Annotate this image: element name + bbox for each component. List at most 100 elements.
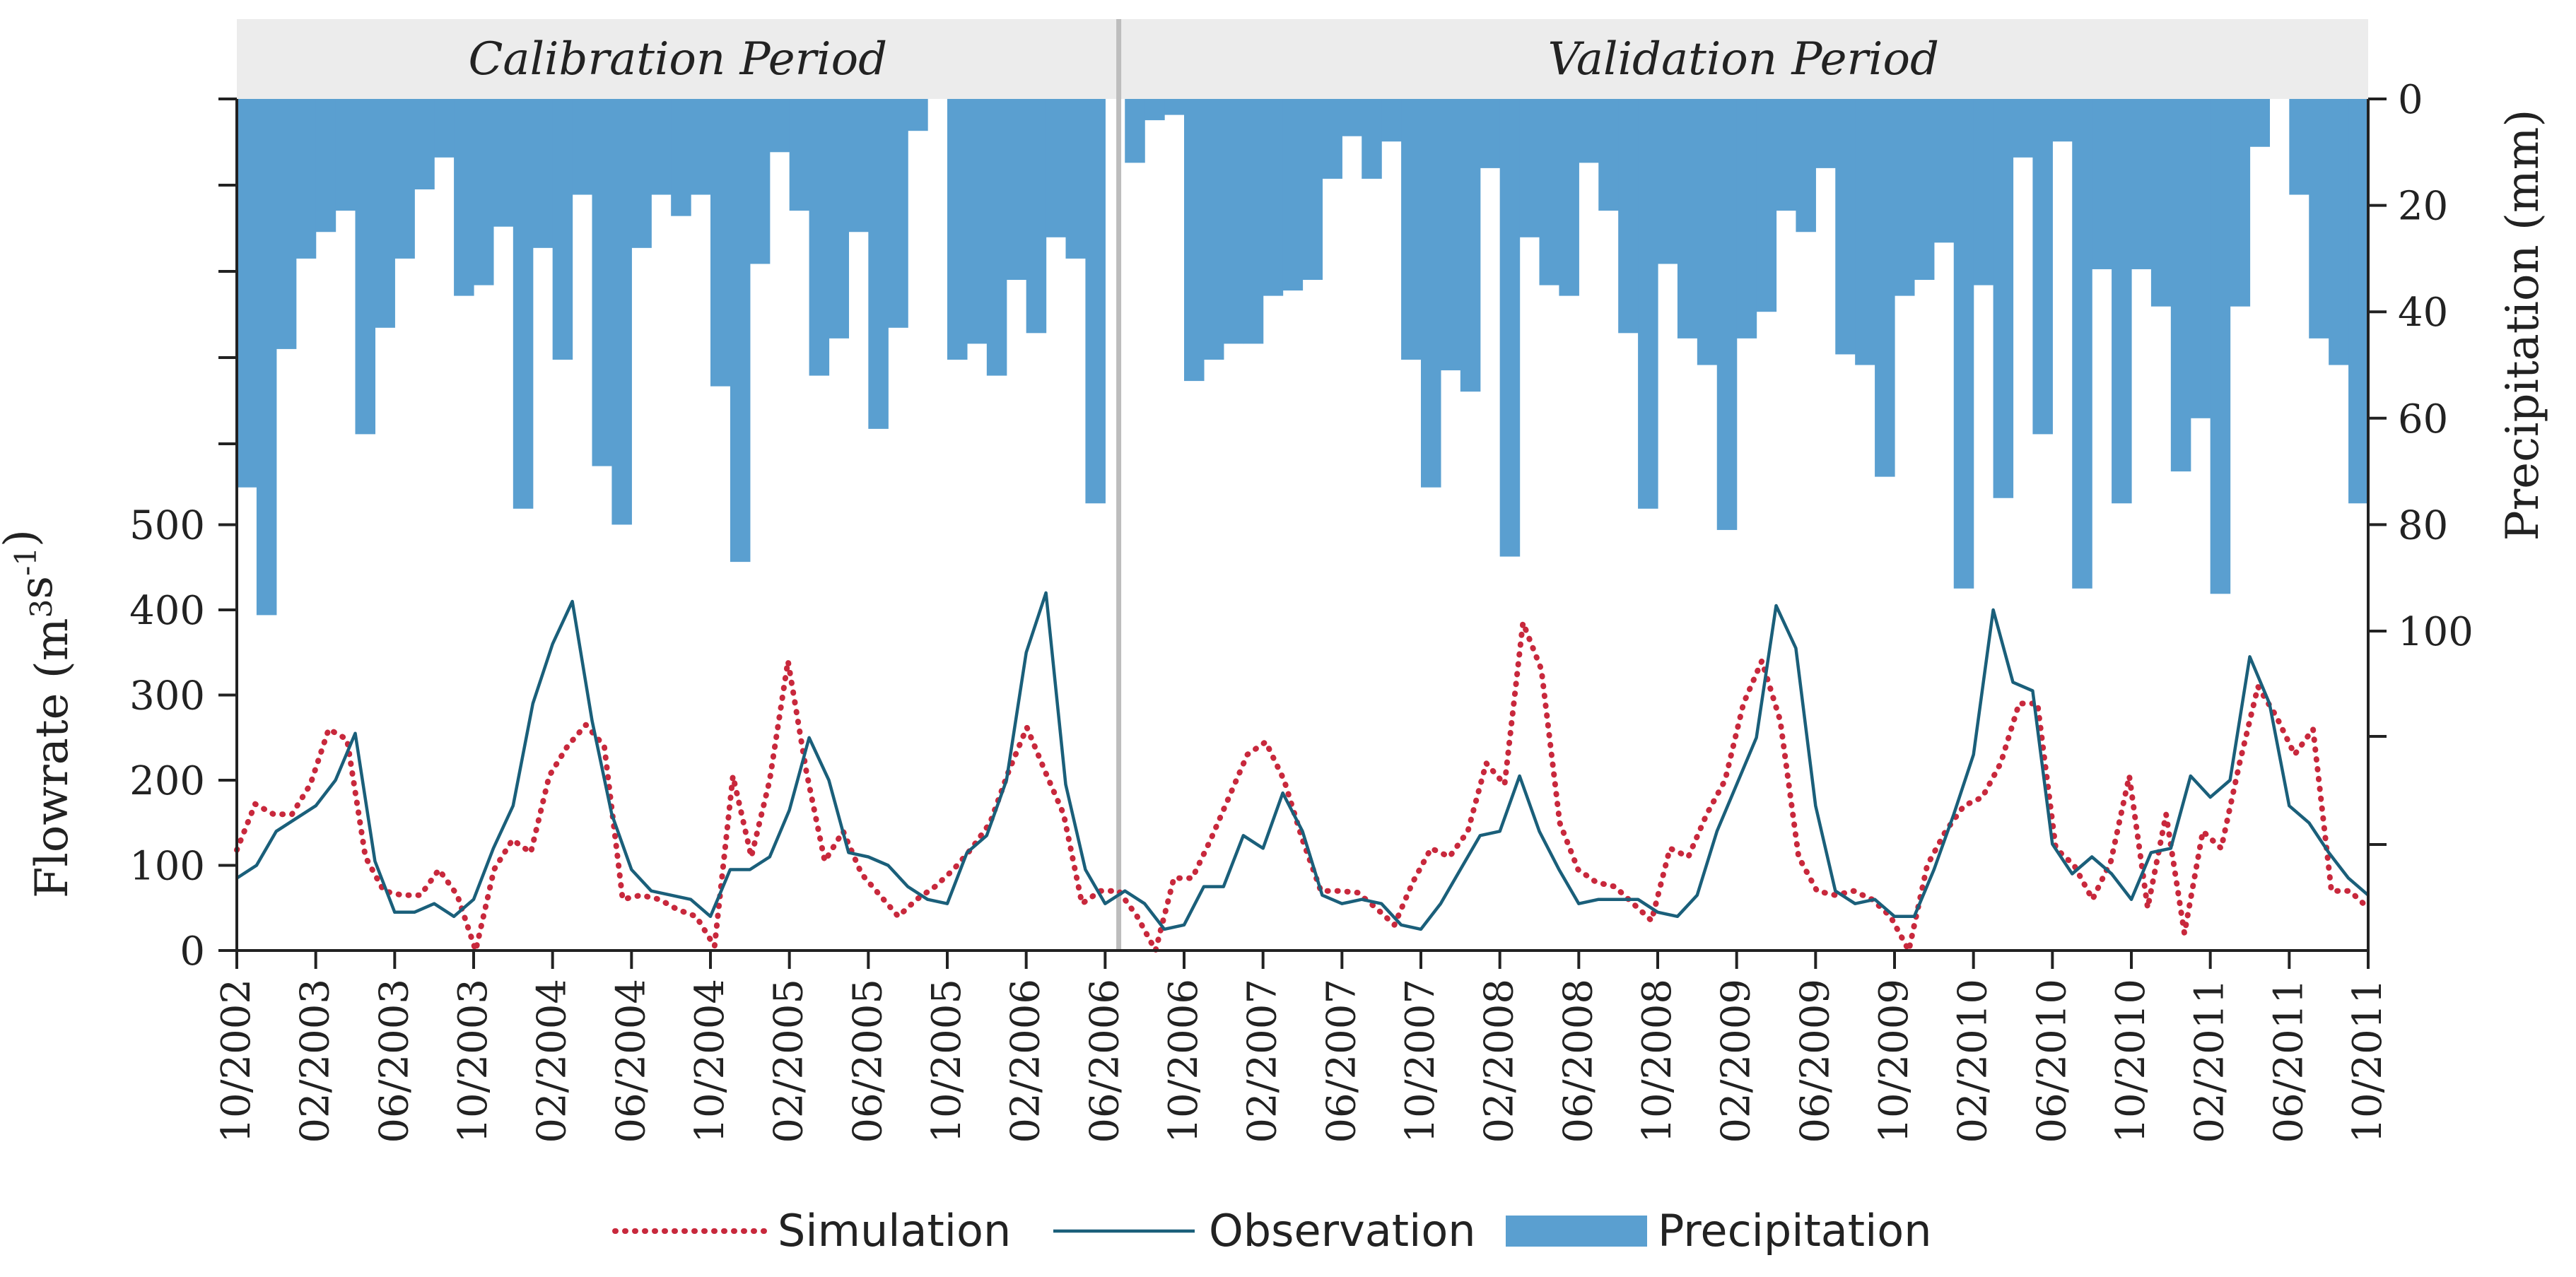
precipitation-bar [2170, 99, 2191, 472]
precipitation-bar [1579, 99, 1599, 163]
right-axis-tick-label: 20 [2398, 184, 2448, 230]
precipitation-bar [947, 99, 968, 360]
precipitation-bar [552, 99, 573, 360]
simulation-line [234, 620, 2371, 953]
x-axis-tick-label: 10/2007 [1398, 979, 1444, 1143]
precipitation-bar [1282, 99, 1304, 291]
precipitation-bar [1460, 99, 1481, 392]
y-axis-title-superscript: -1 [8, 547, 43, 576]
precipitation-bar [1499, 99, 1521, 557]
x-axis-tick-label: 10/2011 [2345, 979, 2391, 1143]
precipitation-bar [1815, 99, 1836, 168]
precipitation-bar [295, 99, 317, 259]
precipitation-bar [1933, 99, 1955, 243]
precipitation-bar [611, 99, 632, 525]
precipitation-bar [1026, 99, 1047, 334]
precipitation-bar [710, 99, 731, 387]
y-axis-title-part: Flowrate (m [26, 618, 78, 898]
left-axis-tick-label: 400 [129, 588, 205, 634]
precipitation-bar [1716, 99, 1738, 530]
precipitation-bar [1895, 99, 1915, 296]
panel-headers: Calibration Period Validation Period [237, 19, 2368, 99]
precipitation-bar [1658, 99, 1678, 264]
precipitation-bar [592, 99, 613, 466]
precipitation-bar [276, 99, 297, 349]
precipitation-bar [375, 99, 395, 328]
precipitation-bar [868, 99, 889, 429]
x-axis-tick-label: 06/2003 [371, 979, 417, 1143]
precipitation-bar [2329, 99, 2349, 365]
x-axis-tick-label: 02/2008 [1477, 979, 1523, 1143]
x-axis-tick-label: 06/2005 [845, 979, 891, 1143]
precipitation-bar [2072, 99, 2092, 589]
calibration-period-label: Calibration Period [468, 33, 887, 86]
precipitation-bar [2190, 99, 2211, 418]
precipitation-bar [1736, 99, 1757, 339]
precipitation-bar [2013, 99, 2034, 158]
x-axis-tick-label: 10/2010 [2108, 979, 2154, 1143]
precipitation-bar [789, 99, 810, 211]
precipitation-bar [1085, 99, 1106, 504]
legend-simulation-label: Simulation [778, 1205, 1011, 1257]
precipitation-bar [2131, 99, 2152, 269]
precipitation-bar [1223, 99, 1244, 344]
precipitation-bar [2249, 99, 2271, 147]
precipitation-bar [1796, 99, 1816, 233]
precipitation-bar [1539, 99, 1560, 286]
precipitation-bar [1835, 99, 1856, 355]
precipitation-bar [513, 99, 534, 509]
precipitation-bar [691, 99, 711, 195]
precipitation-bar [434, 99, 455, 158]
precipitation-bar [1065, 99, 1087, 259]
precipitation-bar [671, 99, 691, 216]
precipitation-bar [2092, 99, 2112, 269]
precipitation-bar [1638, 99, 1658, 509]
validation-header-bg [1118, 19, 2368, 99]
x-axis-tick-label: 06/2010 [2029, 979, 2075, 1143]
precipitation-bar [1322, 99, 1342, 179]
precipitation-bar [749, 99, 771, 264]
precipitation-bar [730, 99, 751, 563]
y-axis-title-superscript: 3 [24, 599, 59, 618]
x-axis-tick-label: 02/2009 [1714, 979, 1760, 1143]
x-axis-tick-label: 06/2007 [1318, 979, 1364, 1143]
validation-period-label: Validation Period [1548, 33, 1939, 86]
x-axis-tick-label: 02/2011 [2187, 979, 2233, 1143]
precipitation-bar [256, 99, 277, 616]
precipitation-bar [454, 99, 474, 296]
precipitation-bar [414, 99, 435, 190]
x-axis-tick-label: 02/2010 [1950, 979, 1996, 1143]
right-axis-title: Precipitation (mm) [2497, 110, 2549, 541]
precipitation-bars [237, 19, 2369, 951]
precipitation-bar [908, 99, 928, 131]
precipitation-bar [1362, 99, 1382, 179]
precipitation-bar [1953, 99, 1974, 589]
precipitation-bar [1697, 99, 1718, 365]
precipitation-bar [1756, 99, 1777, 312]
precipitation-bar [1993, 99, 2014, 498]
x-axis-tick-label: 06/2011 [2266, 979, 2312, 1143]
precipitation-bar [1875, 99, 1895, 477]
x-axis-tick-label: 02/2003 [293, 979, 339, 1143]
precipitation-bar [2289, 99, 2309, 195]
x-axis-tick-label: 10/2008 [1634, 979, 1680, 1143]
precipitation-bar [2150, 99, 2172, 307]
precipitation-bar [1006, 99, 1027, 281]
precipitation-bar [2210, 99, 2231, 594]
x-axis-tick-label: 06/2004 [608, 979, 654, 1143]
calibration-header-bg [237, 19, 1119, 99]
y-axis-title: Flowrate (m3s-1) [0, 529, 78, 898]
x-axis-tick-label: 02/2006 [1003, 979, 1049, 1143]
precipitation-bar [1184, 99, 1205, 382]
precipitation-bar [986, 99, 1007, 376]
x-axis-tick-label: 06/2008 [1555, 979, 1601, 1143]
precipitation-bar [1618, 99, 1639, 334]
left-axis-tick-label: 0 [180, 929, 205, 975]
x-axis-tick-label: 10/2006 [1161, 979, 1207, 1143]
x-axis-tick-label: 10/2009 [1871, 979, 1917, 1143]
precipitation-bar [1381, 99, 1402, 142]
precipitation-bar [1559, 99, 1579, 296]
precipitation-bar [1263, 99, 1284, 296]
x-axis-tick-label: 02/2004 [529, 979, 575, 1143]
x-axis-tick-label: 10/2003 [450, 979, 496, 1143]
